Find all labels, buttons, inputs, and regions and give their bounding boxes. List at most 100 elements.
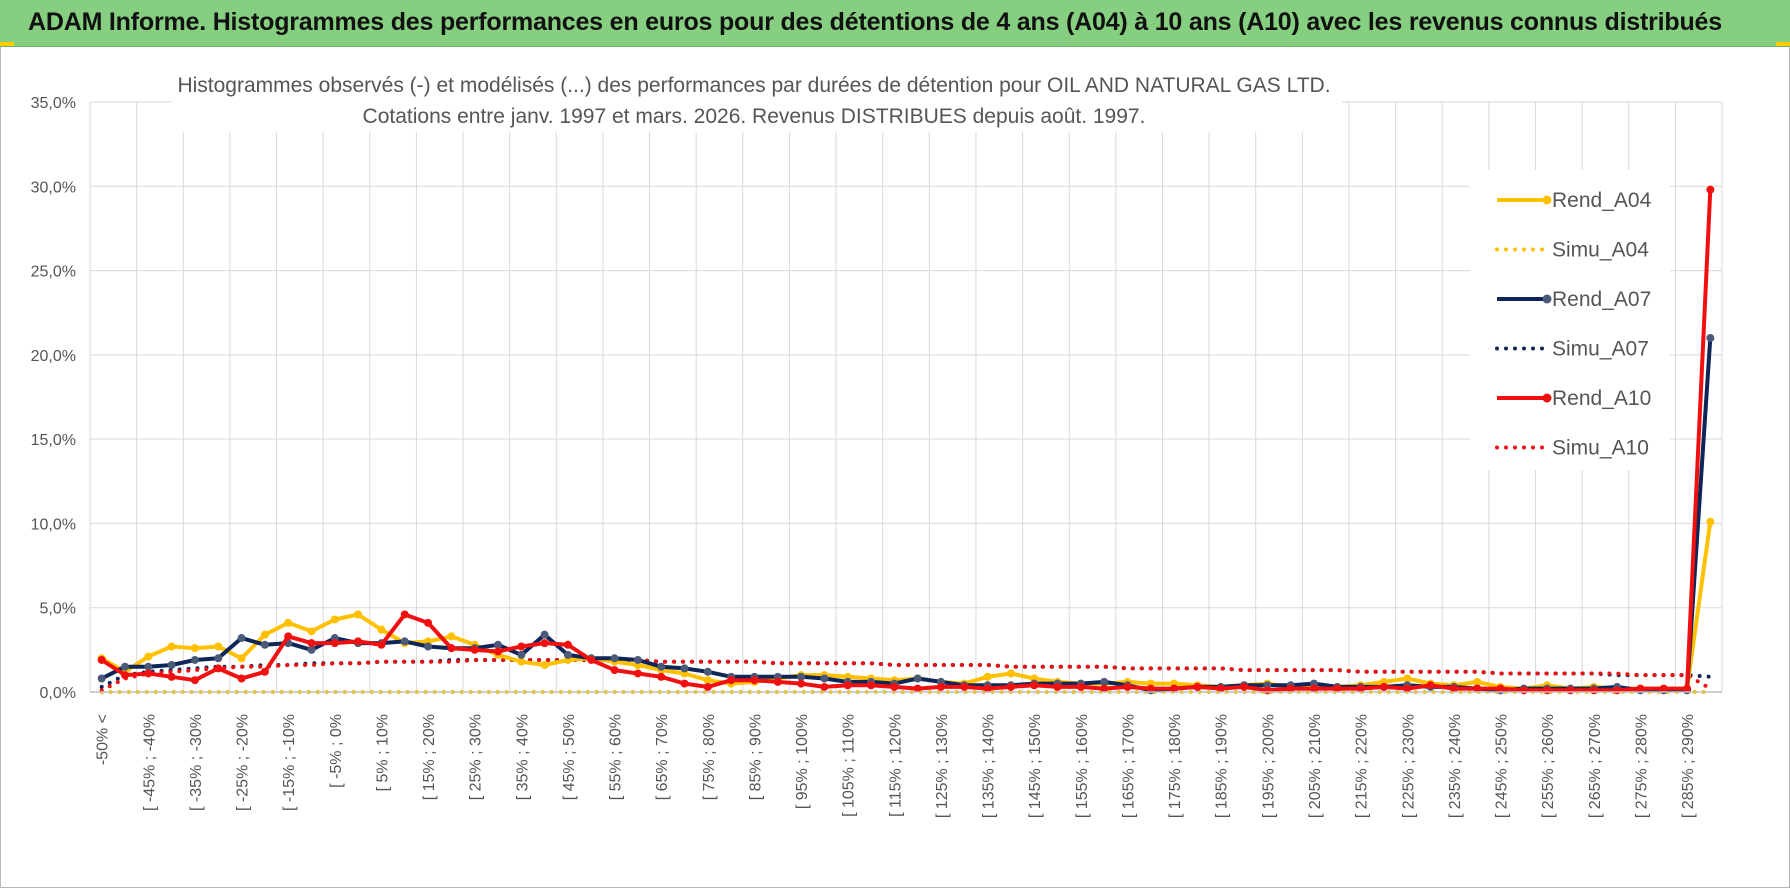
series-line-rend-a10 xyxy=(100,189,1713,693)
x-tick-label: [ -5% ; 0% xyxy=(328,714,345,788)
data-point xyxy=(144,662,153,671)
data-point xyxy=(190,644,199,653)
data-point xyxy=(773,677,782,686)
chart-title-group: Histogrammes observés (-) et modélisés (… xyxy=(172,66,1342,132)
data-point xyxy=(424,618,433,627)
data-point xyxy=(867,681,876,690)
legend-label: Rend_A04 xyxy=(1552,189,1652,212)
x-tick-label: [ 235% ; 240% xyxy=(1447,714,1464,818)
x-tick-label: [ 225% ; 230% xyxy=(1400,714,1417,818)
y-tick-label: 15,0% xyxy=(31,432,76,449)
data-point xyxy=(190,676,199,685)
x-tick-label: [ 175% ; 180% xyxy=(1167,714,1184,818)
data-point xyxy=(330,615,339,624)
legend-label: Simu_A10 xyxy=(1552,437,1649,460)
data-point xyxy=(260,630,269,639)
data-point xyxy=(1543,686,1552,695)
x-tick-label: [ 275% ; 280% xyxy=(1633,714,1650,818)
data-point xyxy=(680,679,689,688)
series-rend-a10 xyxy=(97,185,1715,695)
data-point xyxy=(120,662,129,671)
legend-backdrop xyxy=(1470,170,1670,470)
data-point xyxy=(983,684,992,693)
data-point xyxy=(1193,682,1202,691)
chart-title-line2: Cotations entre janv. 1997 et mars. 2026… xyxy=(363,105,1146,128)
data-point xyxy=(1706,185,1715,194)
data-point xyxy=(1706,334,1715,342)
data-point xyxy=(307,645,316,654)
x-tick-label: [ 145% ; 150% xyxy=(1027,714,1044,818)
data-point xyxy=(703,676,712,685)
data-point xyxy=(633,655,642,664)
chart-title-line1: Histogrammes observés (-) et modélisés (… xyxy=(177,74,1330,97)
y-tick-label: 35,0% xyxy=(31,95,76,112)
banner-accent-left xyxy=(0,42,14,46)
axes: 0,0% 5,0% 10,0% 15,0% 20,0% 25,0% 30,0% 35,0% -5… xyxy=(31,95,1722,818)
data-point xyxy=(890,682,899,691)
data-point xyxy=(1240,682,1249,691)
data-point xyxy=(797,672,806,681)
data-point xyxy=(1146,684,1155,693)
data-point xyxy=(1053,682,1062,691)
y-tick-label: 25,0% xyxy=(31,264,76,281)
data-point xyxy=(494,640,502,649)
data-point xyxy=(167,672,176,681)
data-point xyxy=(144,669,153,678)
data-point xyxy=(913,674,922,683)
data-point xyxy=(633,669,642,678)
data-point xyxy=(540,639,549,648)
x-tick-label: [ 115% ; 120% xyxy=(887,714,904,817)
data-point xyxy=(494,647,502,656)
data-point xyxy=(750,676,759,685)
data-point xyxy=(610,654,619,663)
y-tick-label: 20,0% xyxy=(31,348,76,365)
legend-marker xyxy=(1542,195,1552,205)
legend-item-rend-a07: Rend_A07 xyxy=(1497,288,1651,311)
data-point xyxy=(400,610,409,619)
data-point xyxy=(517,657,526,666)
data-point xyxy=(1216,684,1225,693)
data-point xyxy=(307,639,316,648)
data-point xyxy=(1310,684,1318,693)
data-point xyxy=(1589,686,1598,695)
x-tick-label: [ 95% ; 100% xyxy=(794,714,811,809)
data-point xyxy=(447,644,456,653)
data-point xyxy=(1566,686,1575,695)
data-point xyxy=(237,634,246,643)
data-point xyxy=(657,672,666,681)
data-point xyxy=(307,627,316,636)
legend-label: Rend_A07 xyxy=(1552,288,1651,311)
x-tick-label: [ -25% ; -20% xyxy=(235,714,252,811)
banner: ADAM Informe. Histogrammes des performan… xyxy=(0,0,1790,47)
data-point xyxy=(97,674,106,683)
data-point xyxy=(167,642,176,651)
x-tick-label: [ 195% ; 200% xyxy=(1260,714,1277,818)
x-tick-label: [ -35% ; -30% xyxy=(188,714,205,811)
data-point xyxy=(237,674,246,683)
data-point xyxy=(563,640,572,649)
data-point xyxy=(1170,684,1179,693)
x-tick-label: [ 75% ; 80% xyxy=(701,714,718,800)
data-point xyxy=(1286,684,1295,693)
data-point xyxy=(237,654,246,663)
legend-label: Simu_A07 xyxy=(1552,338,1649,361)
data-point xyxy=(1613,686,1622,695)
data-point xyxy=(657,662,666,671)
x-tick-label: [ 165% ; 170% xyxy=(1120,714,1137,818)
series-line-simu-a10 xyxy=(99,658,1713,693)
x-tick-label: [ 45% ; 50% xyxy=(561,714,578,800)
data-point xyxy=(517,650,526,659)
data-point xyxy=(330,639,339,648)
data-point xyxy=(167,661,176,670)
x-tick-label: [ 125% ; 130% xyxy=(934,714,951,818)
x-tick-label: [ 25% ; 30% xyxy=(468,714,485,800)
x-tick-label: [ 15% ; 20% xyxy=(421,714,438,800)
data-point xyxy=(540,630,549,639)
y-tick-label: 10,0% xyxy=(31,516,76,533)
data-point xyxy=(936,682,945,691)
data-point xyxy=(1403,684,1412,693)
data-point xyxy=(820,682,829,691)
data-point xyxy=(703,667,712,676)
legend-item-rend-a10: Rend_A10 xyxy=(1497,387,1651,410)
